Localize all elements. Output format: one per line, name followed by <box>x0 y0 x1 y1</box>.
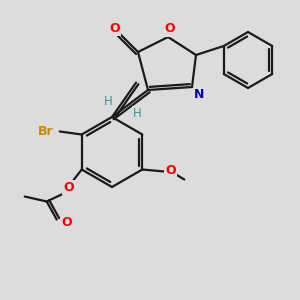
Text: O: O <box>165 22 175 35</box>
Text: H: H <box>103 95 112 108</box>
Text: O: O <box>110 22 120 34</box>
Text: H: H <box>133 106 142 120</box>
Text: O: O <box>61 216 72 229</box>
Text: O: O <box>165 164 175 177</box>
Text: Br: Br <box>38 125 53 138</box>
Text: O: O <box>63 181 74 194</box>
Text: N: N <box>194 88 204 101</box>
